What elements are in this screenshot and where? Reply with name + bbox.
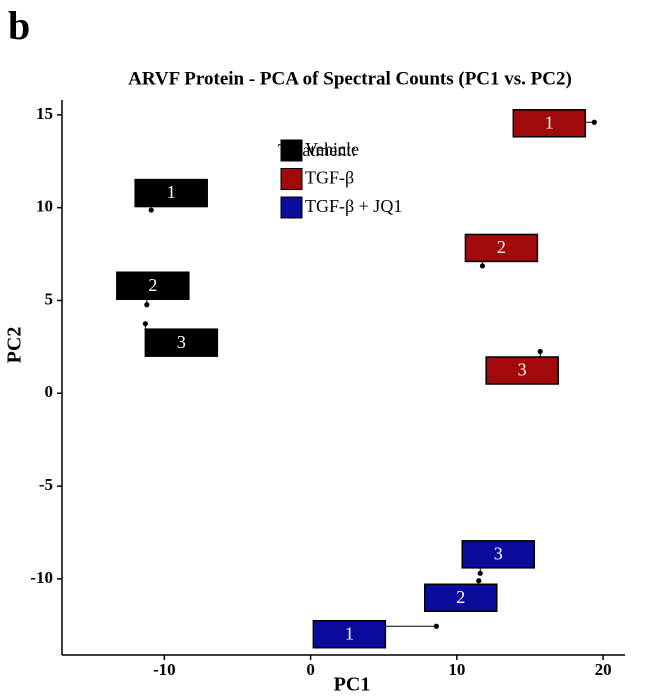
y-axis-label: PC2 bbox=[4, 327, 26, 364]
point-label: 2 bbox=[456, 587, 465, 607]
y-tick-label: 10 bbox=[36, 197, 53, 216]
y-tick-label: 15 bbox=[36, 104, 53, 123]
legend-label: TGF-β + JQ1 bbox=[305, 196, 402, 216]
point-label: 1 bbox=[167, 182, 176, 202]
point-label: 2 bbox=[148, 275, 157, 295]
x-tick-label: 10 bbox=[448, 660, 465, 679]
x-tick-label: 0 bbox=[306, 660, 315, 679]
legend-swatch bbox=[280, 139, 303, 162]
label-box bbox=[424, 583, 498, 613]
chart-title: ARVF Protein - PCA of Spectral Counts (P… bbox=[128, 68, 572, 89]
y-tick-label: 5 bbox=[45, 289, 54, 308]
y-tick-label: -5 bbox=[39, 475, 53, 494]
point bbox=[477, 570, 483, 576]
point bbox=[148, 207, 154, 213]
point bbox=[476, 578, 482, 584]
y-tick-label: -10 bbox=[30, 568, 53, 587]
point bbox=[433, 623, 439, 629]
label-box bbox=[116, 271, 190, 300]
point-label: 2 bbox=[497, 237, 506, 257]
point-label: 1 bbox=[345, 623, 354, 643]
label-box bbox=[312, 619, 387, 649]
legend-label: TGF-β bbox=[305, 168, 354, 188]
label-box bbox=[134, 178, 208, 208]
point-label: 3 bbox=[518, 360, 527, 380]
point bbox=[591, 119, 597, 125]
point bbox=[144, 302, 150, 308]
label-box bbox=[144, 328, 219, 357]
label-box bbox=[485, 356, 559, 385]
x-tick-label: 20 bbox=[595, 660, 612, 679]
point-label: 1 bbox=[545, 112, 554, 132]
point bbox=[479, 263, 486, 269]
legend-swatch bbox=[280, 168, 303, 190]
label-box bbox=[461, 540, 535, 569]
y-tick-label: 0 bbox=[45, 382, 54, 401]
point bbox=[537, 348, 543, 355]
label-box bbox=[512, 109, 587, 138]
x-axis-label: PC1 bbox=[334, 674, 371, 696]
point bbox=[142, 321, 148, 327]
legend-label: Vehicle bbox=[305, 139, 359, 159]
label-box bbox=[464, 233, 539, 263]
point-label: 3 bbox=[494, 543, 503, 563]
x-tick-label: -10 bbox=[153, 660, 176, 679]
point-label: 3 bbox=[177, 332, 186, 352]
panel-label: b bbox=[8, 3, 30, 48]
legend-swatch bbox=[280, 196, 303, 219]
